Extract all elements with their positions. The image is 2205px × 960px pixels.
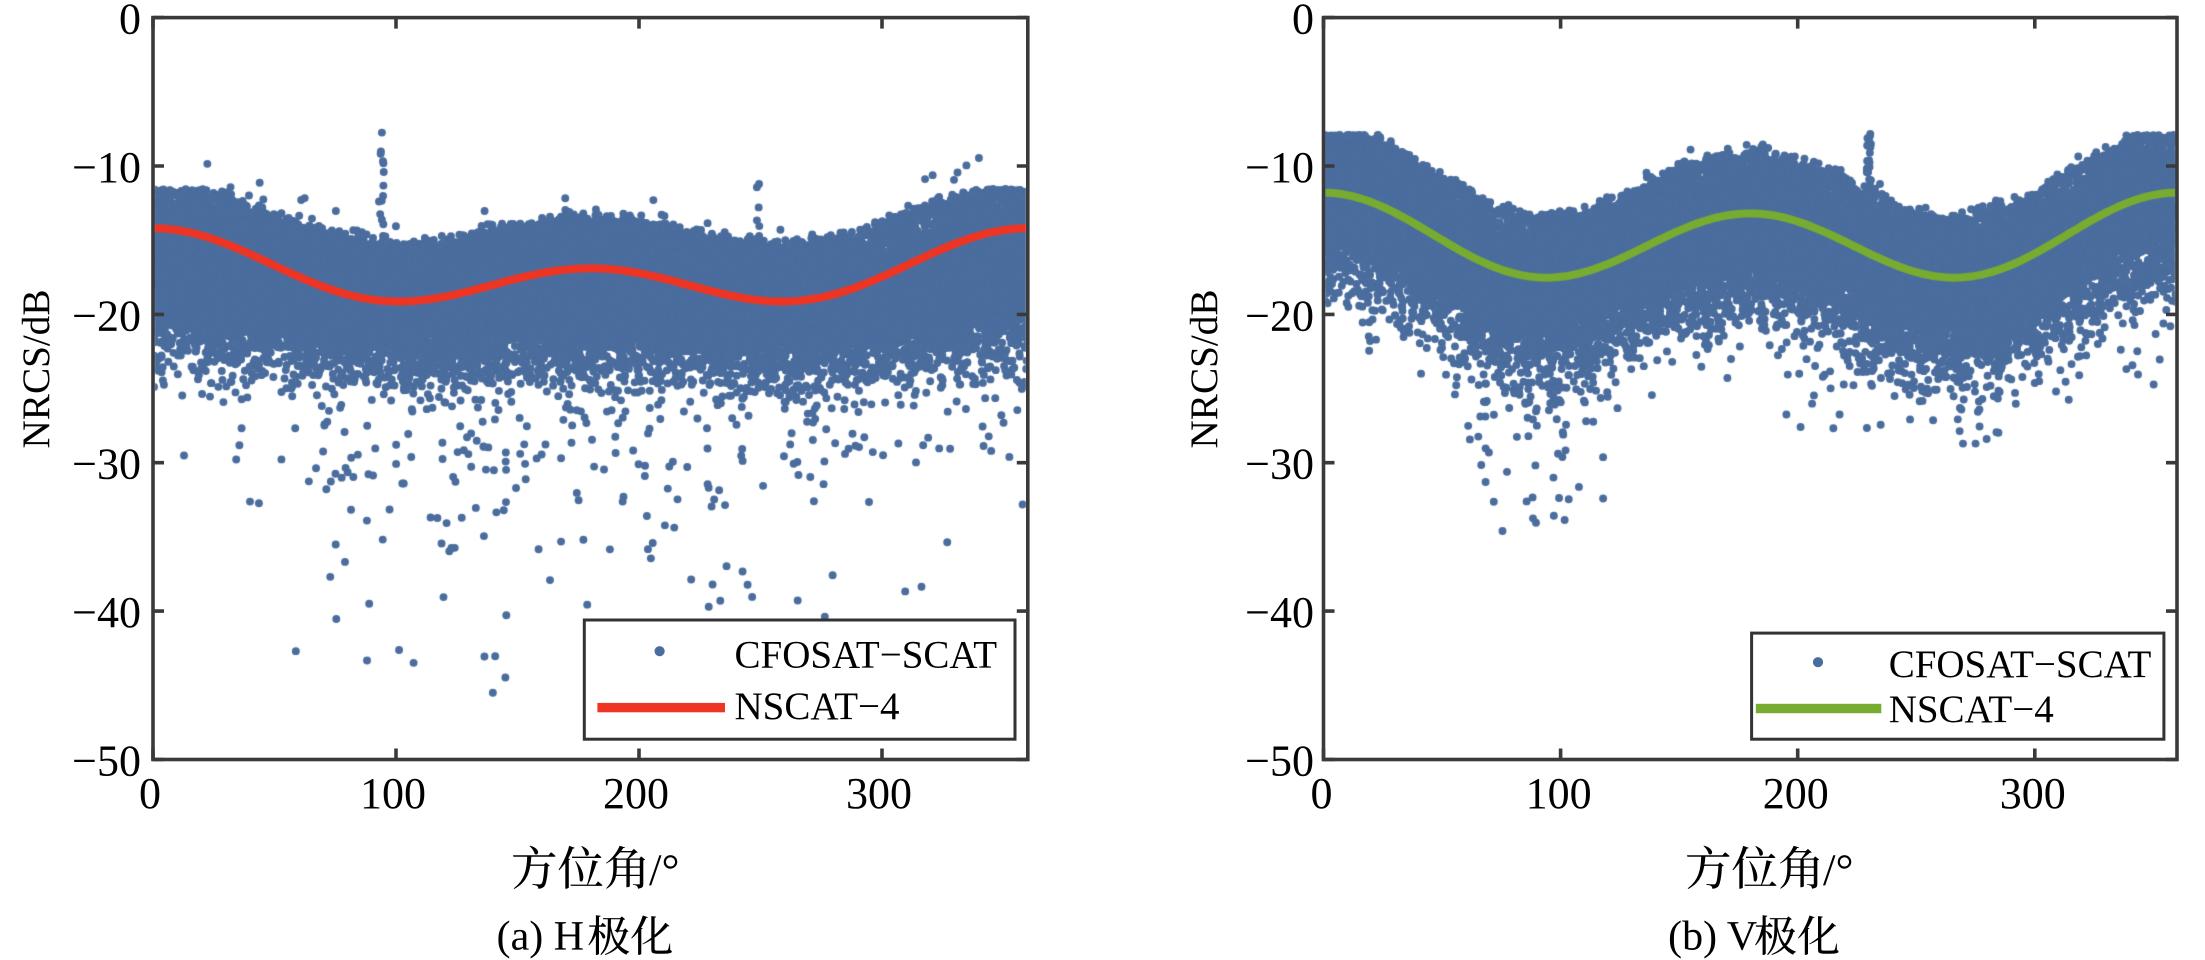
svg-text:100: 100: [360, 769, 426, 818]
svg-text:−50: −50: [72, 737, 141, 786]
svg-text:−40: −40: [72, 588, 141, 637]
svg-text:0: 0: [139, 769, 161, 818]
svg-text:NSCAT−4: NSCAT−4: [735, 685, 900, 728]
svg-text:200: 200: [603, 769, 669, 818]
svg-text:−50: −50: [1245, 737, 1314, 786]
svg-text:−10: −10: [1245, 143, 1314, 192]
svg-text:−30: −30: [1245, 440, 1314, 489]
svg-text:CFOSAT−SCAT: CFOSAT−SCAT: [1889, 643, 2152, 686]
svg-text:NRCS/dB: NRCS/dB: [15, 290, 58, 449]
svg-text:NRCS/dB: NRCS/dB: [1183, 290, 1226, 449]
svg-text:100: 100: [1526, 769, 1592, 818]
svg-text:−20: −20: [72, 291, 141, 340]
svg-text:−10: −10: [72, 143, 141, 192]
svg-text:−30: −30: [72, 440, 141, 489]
svg-text:0: 0: [1292, 0, 1314, 44]
svg-text:300: 300: [846, 769, 912, 818]
svg-text:NSCAT−4: NSCAT−4: [1889, 688, 2054, 731]
svg-text:0: 0: [1311, 769, 1333, 818]
svg-text:CFOSAT−SCAT: CFOSAT−SCAT: [735, 634, 998, 677]
svg-text:−20: −20: [1245, 291, 1314, 340]
svg-text:300: 300: [2000, 769, 2066, 818]
svg-text:−40: −40: [1245, 588, 1314, 637]
svg-text:0: 0: [119, 0, 141, 44]
svg-text:200: 200: [1763, 769, 1829, 818]
